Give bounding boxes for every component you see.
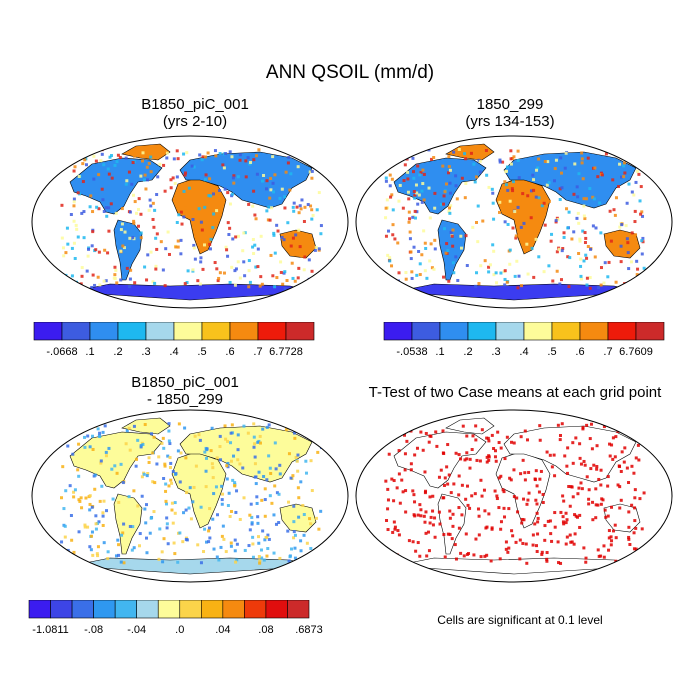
colorbar-box [173, 322, 203, 341]
colorbar-box [523, 322, 553, 341]
colorbar-box [33, 322, 63, 341]
colorbar-box [551, 322, 581, 341]
landmass [69, 157, 163, 215]
landmass [393, 283, 645, 301]
figure-title: ANN QSOIL (mm/d) [265, 62, 435, 83]
colorbar-box [114, 600, 137, 619]
colorbar-tick-label: .7 [603, 346, 612, 358]
difference-map [31, 409, 349, 583]
colorbar-box [439, 322, 469, 341]
colorbar-box [635, 322, 665, 341]
colorbar-box [222, 600, 245, 619]
colorbar-tick-label: -.08 [84, 624, 103, 636]
case-title-line2: (yrs 2-10) [162, 113, 228, 130]
control-colorbar: -.0538 .1 .2 .3 .4 .5 .6 .7 6.7609 [383, 322, 665, 358]
difference-title-line1: B1850_piC_001 [131, 374, 239, 391]
difference-colorbar: -1.0811 -.08 -.04 .0 .04 .08 .6873 [28, 600, 323, 636]
field-cells [60, 422, 323, 565]
control-title-line1: 1850_299 [476, 96, 544, 113]
difference-panel-title: B1850_piC_001 - 1850_299 [30, 374, 340, 408]
landmass [503, 151, 637, 209]
colorbar-tick-label: .6873 [295, 624, 323, 636]
field-cells [60, 148, 323, 291]
case-title-line1: B1850_piC_001 [141, 96, 249, 113]
difference-title-line2: - 1850_299 [147, 391, 223, 408]
colorbar-box [117, 322, 147, 341]
case-colorbar: -.0668 .1 .2 .3 .4 .5 .6 .7 6.7728 [33, 322, 315, 358]
colorbar-box [495, 322, 525, 341]
colorbar-box [201, 600, 224, 619]
landmass [179, 425, 313, 483]
map-frame [31, 409, 349, 583]
colorbar-tick-label: .7 [253, 346, 262, 358]
colorbar-box [71, 600, 94, 619]
landmass [179, 151, 313, 209]
landmass [69, 431, 163, 489]
colorbar-box [383, 322, 413, 341]
colorbar-tick-label: 6.7728 [269, 346, 303, 358]
control-map [355, 135, 673, 309]
case-map [31, 135, 349, 309]
colorbar-box [50, 600, 73, 619]
colorbar-tick-label: .3 [491, 346, 500, 358]
colorbar-tick-label: .4 [519, 346, 528, 358]
colorbar-box [244, 600, 267, 619]
colorbar-box [265, 600, 288, 619]
colorbar-tick-label: .1 [85, 346, 94, 358]
colorbar-tick-label: 6.7609 [619, 346, 653, 358]
colorbar-box [411, 322, 441, 341]
colorbar-box [179, 600, 202, 619]
colorbar-tick-label: .5 [197, 346, 206, 358]
control-panel-title: 1850_299 (yrs 134-153) [355, 96, 665, 130]
colorbar-box [145, 322, 175, 341]
colorbar-tick-label: .0 [175, 624, 184, 636]
ttest-panel-title: T-Test of two Case means at each grid po… [368, 384, 662, 401]
significance-note: Cells are significant at 0.1 level [437, 613, 603, 627]
colorbar-tick-label: .2 [463, 346, 472, 358]
colorbar-box [579, 322, 609, 341]
colorbar-tick-label: .5 [547, 346, 556, 358]
colorbar-box [136, 600, 159, 619]
colorbar-tick-label: .6 [575, 346, 584, 358]
map-frame [355, 135, 673, 309]
colorbar-box [467, 322, 497, 341]
field-cells [384, 422, 646, 565]
map-frame [31, 135, 349, 309]
colorbar-box [93, 600, 116, 619]
colorbar-box [607, 322, 637, 341]
colorbar-tick-label: .04 [215, 624, 230, 636]
landmass [393, 431, 487, 489]
colorbar-tick-label: .08 [258, 624, 273, 636]
colorbar-tick-label: .1 [435, 346, 444, 358]
field-cells [384, 148, 647, 290]
landmass [503, 425, 637, 483]
landmass [171, 451, 227, 529]
ttest-map [355, 409, 673, 583]
colorbar-tick-label: -.0538 [396, 346, 427, 358]
colorbar-box [89, 322, 119, 341]
colorbar-tick-label: .6 [225, 346, 234, 358]
colorbar-tick-label: -.0668 [46, 346, 77, 358]
colorbar-box [28, 600, 51, 619]
colorbar-tick-label: -1.0811 [32, 624, 69, 636]
colorbar-box [157, 600, 181, 619]
colorbar-box [285, 322, 315, 341]
colorbar-box [229, 322, 259, 341]
colorbar-tick-label: -.04 [127, 624, 146, 636]
landmass [603, 229, 641, 259]
case-panel-title: B1850_piC_001 (yrs 2-10) [40, 96, 350, 130]
map-frame [355, 409, 673, 583]
colorbar-box [201, 322, 231, 341]
colorbar-box [257, 322, 287, 341]
colorbar-box [287, 600, 310, 619]
control-title-line2: (yrs 134-153) [465, 113, 555, 130]
colorbar-tick-label: .3 [141, 346, 150, 358]
colorbar-box [61, 322, 91, 341]
colorbar-tick-label: .2 [113, 346, 122, 358]
colorbar-tick-label: .4 [169, 346, 178, 358]
landmass [113, 219, 143, 281]
landmass [113, 493, 143, 555]
